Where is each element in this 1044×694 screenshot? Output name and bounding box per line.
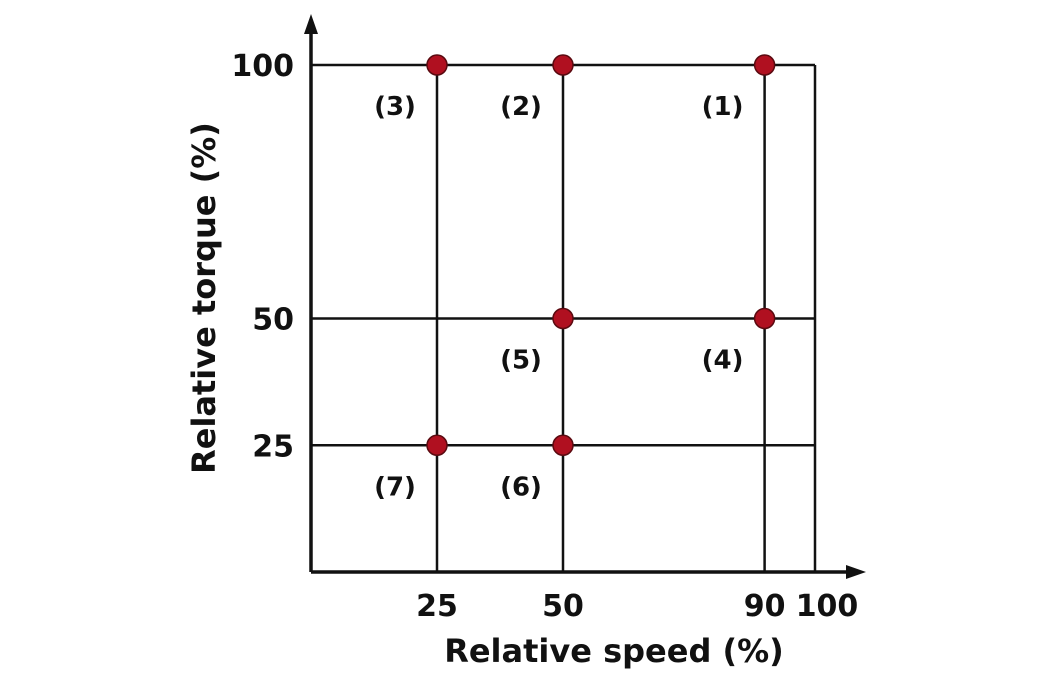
- point-label-4: (4): [702, 346, 744, 376]
- data-points: [426, 54, 776, 456]
- x-axis-arrowhead: [846, 565, 866, 579]
- data-point-6: [552, 434, 574, 456]
- x-tick-label-100: 100: [796, 589, 859, 624]
- point-label-3: (3): [374, 92, 416, 122]
- data-point-7: [426, 434, 448, 456]
- data-point-3: [426, 54, 448, 76]
- x-axis-title: Relative speed (%): [444, 632, 784, 670]
- x-tick-label-25: 25: [416, 589, 458, 624]
- y-tick-label-100: 100: [231, 49, 294, 84]
- y-tick-label-50: 50: [252, 303, 294, 338]
- y-axis-title: Relative torque (%): [185, 122, 223, 474]
- data-point-1: [753, 54, 776, 76]
- x-tick-label-90: 90: [744, 589, 786, 624]
- point-labels: (1) (2) (3) (4) (5) (6) (7): [374, 92, 743, 502]
- x-tick-label-50: 50: [542, 589, 584, 624]
- point-label-2: (2): [500, 92, 542, 122]
- tick-labels: 25 50 90 100 100 50 25: [231, 49, 858, 624]
- data-point-4: [753, 307, 776, 330]
- point-label-5: (5): [500, 346, 542, 376]
- axes: [304, 14, 866, 579]
- y-axis-arrowhead: [304, 14, 318, 34]
- point-label-1: (1): [702, 92, 744, 122]
- point-label-7: (7): [374, 472, 416, 502]
- y-tick-label-25: 25: [252, 429, 294, 464]
- data-point-5: [552, 307, 574, 330]
- data-point-2: [552, 54, 574, 76]
- point-label-6: (6): [500, 472, 542, 502]
